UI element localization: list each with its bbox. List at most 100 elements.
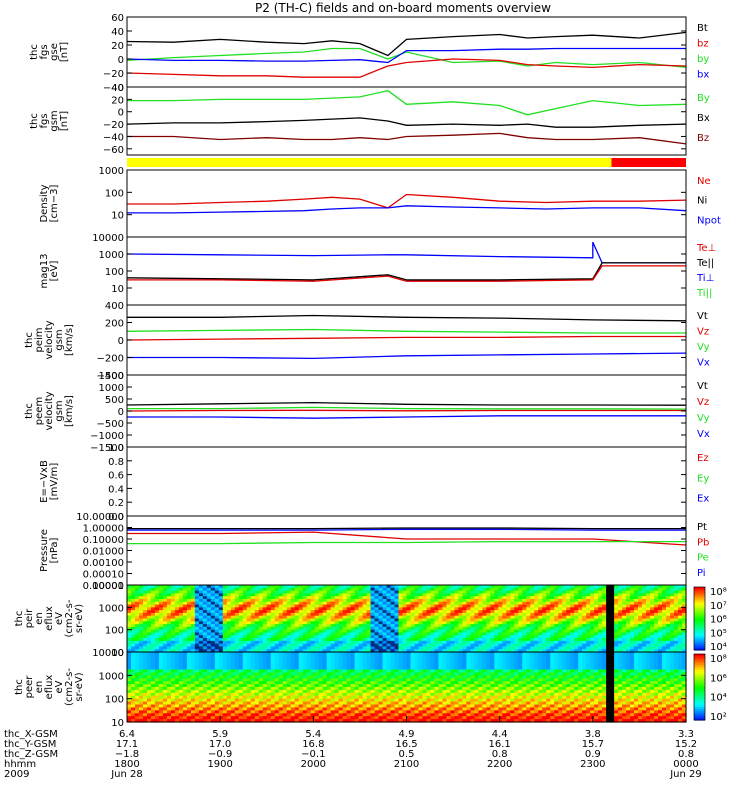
spectrogram-cell xyxy=(330,652,336,656)
spectrogram-cell xyxy=(454,632,460,636)
spectrogram-cell xyxy=(594,624,599,628)
spectrogram-cell xyxy=(234,632,240,636)
y-axis-label: thcpeirenefluxeV(cm2-s-sr-eV) xyxy=(14,599,85,637)
spectrogram-cell xyxy=(194,638,200,642)
spectrogram-cell xyxy=(458,593,463,597)
spectrogram-cell xyxy=(630,604,635,608)
spectrogram-cell xyxy=(286,587,292,592)
spectrogram-cell xyxy=(622,624,627,628)
spectrogram-cell xyxy=(570,612,575,617)
spectrogram-cell xyxy=(322,716,328,720)
spectrogram-cell xyxy=(162,704,168,709)
spectrogram-cell xyxy=(386,649,392,653)
spectrogram-cell xyxy=(226,604,232,608)
spectrogram-cell xyxy=(406,590,412,594)
spectrogram-cell xyxy=(162,646,168,650)
spectrogram-cell xyxy=(366,643,372,648)
spectrogram-cell xyxy=(670,610,675,614)
spectrogram-cell xyxy=(270,632,276,636)
spectrogram-cell xyxy=(246,704,252,709)
spectrogram-cell xyxy=(314,596,320,600)
spectrogram-cell xyxy=(134,678,140,682)
spectrogram-cell xyxy=(458,585,463,589)
spectrogram-cell xyxy=(342,719,348,723)
spectrogram-cell xyxy=(682,649,687,653)
spectrogram-cell xyxy=(286,640,292,645)
spectrogram-cell xyxy=(318,640,324,645)
spectrogram-cell xyxy=(262,629,268,634)
spectrogram-cell xyxy=(266,713,272,717)
spectrogram-cell xyxy=(238,618,244,622)
spectrogram-cell xyxy=(446,612,452,617)
spectrogram-cell xyxy=(150,610,156,614)
spectrogram-cell xyxy=(386,596,392,600)
spectrogram-cell xyxy=(226,710,232,714)
spectrogram-cell xyxy=(638,638,643,642)
spectrogram-cell xyxy=(458,626,463,631)
spectrogram-cell xyxy=(190,669,196,674)
spectrogram-cell xyxy=(662,618,667,622)
spectrogram-cell xyxy=(174,687,180,691)
spectrogram-cell xyxy=(518,643,523,648)
spectrogram-cell xyxy=(326,649,332,653)
spectrogram-cell xyxy=(266,710,272,714)
spectrogram-cell xyxy=(582,598,587,603)
spectrogram-cell xyxy=(426,612,432,617)
spectrogram-cell xyxy=(646,649,651,653)
spectrogram-cell xyxy=(674,638,679,642)
spectrogram-cell xyxy=(206,710,212,714)
spectrogram-cell xyxy=(402,596,408,600)
spectrogram-cell xyxy=(246,681,252,685)
spectrogram-cell xyxy=(586,632,591,636)
spectrogram-cell xyxy=(470,601,475,606)
spectrogram-cell xyxy=(134,632,140,636)
spectrogram-cell xyxy=(482,649,487,653)
spectrogram-cell xyxy=(490,612,495,617)
spectrogram-cell xyxy=(338,590,344,594)
spectrogram-cell xyxy=(570,590,575,594)
y-tick-label: 0.4 xyxy=(108,484,124,495)
y-axis-label: Density[cm−3] xyxy=(39,184,60,222)
spectrogram-cell xyxy=(478,601,483,606)
spectrogram-cell xyxy=(206,704,212,709)
spectrogram-cell xyxy=(194,657,200,662)
panel-peim_velocity: VtVzVyVx4002000−200−400thcpeimvelocitygs… xyxy=(24,301,710,382)
spectrogram-cell xyxy=(530,635,535,639)
spectrogram-cell xyxy=(202,638,208,642)
spectrogram-cell xyxy=(254,626,260,631)
spectrogram-cell xyxy=(322,681,328,685)
spectrogram-cell xyxy=(274,604,280,608)
spectrogram-cell xyxy=(258,719,264,723)
spectrogram-cell xyxy=(166,669,172,674)
spectrogram-cell xyxy=(214,704,220,709)
spectrogram-cell xyxy=(646,615,651,620)
spectrogram-cell xyxy=(190,719,196,723)
spectrogram-cell xyxy=(238,657,244,662)
spectrogram-cell xyxy=(414,638,420,642)
spectrogram-cell xyxy=(238,654,244,659)
spectrogram-cell xyxy=(198,695,204,700)
spectrogram-cell xyxy=(166,660,172,665)
spectrogram-cell xyxy=(218,624,224,628)
spectrogram-cell xyxy=(202,590,208,594)
spectrogram-cell xyxy=(486,593,491,597)
spectrogram-cell xyxy=(298,669,304,674)
spectrogram-cell xyxy=(362,593,368,597)
spectrogram-cell xyxy=(178,604,184,608)
spectrogram-cell xyxy=(246,593,252,597)
spectrogram-cell xyxy=(334,601,340,606)
spectrogram-cell xyxy=(506,638,511,642)
spectrogram-cell xyxy=(398,635,404,639)
spectrogram-cell xyxy=(450,618,456,622)
spectrogram-cell xyxy=(130,615,136,620)
spectrogram-cell xyxy=(354,640,360,645)
spectrogram-cell xyxy=(178,689,184,694)
spectrogram-cell xyxy=(186,624,192,628)
spectrogram-cell xyxy=(378,624,384,628)
spectrogram-cell xyxy=(154,640,160,645)
spectrogram-cell xyxy=(646,604,651,608)
spectrogram-cell xyxy=(254,684,260,688)
spectrogram-cell xyxy=(494,596,499,600)
spectrogram-cell xyxy=(498,596,503,600)
